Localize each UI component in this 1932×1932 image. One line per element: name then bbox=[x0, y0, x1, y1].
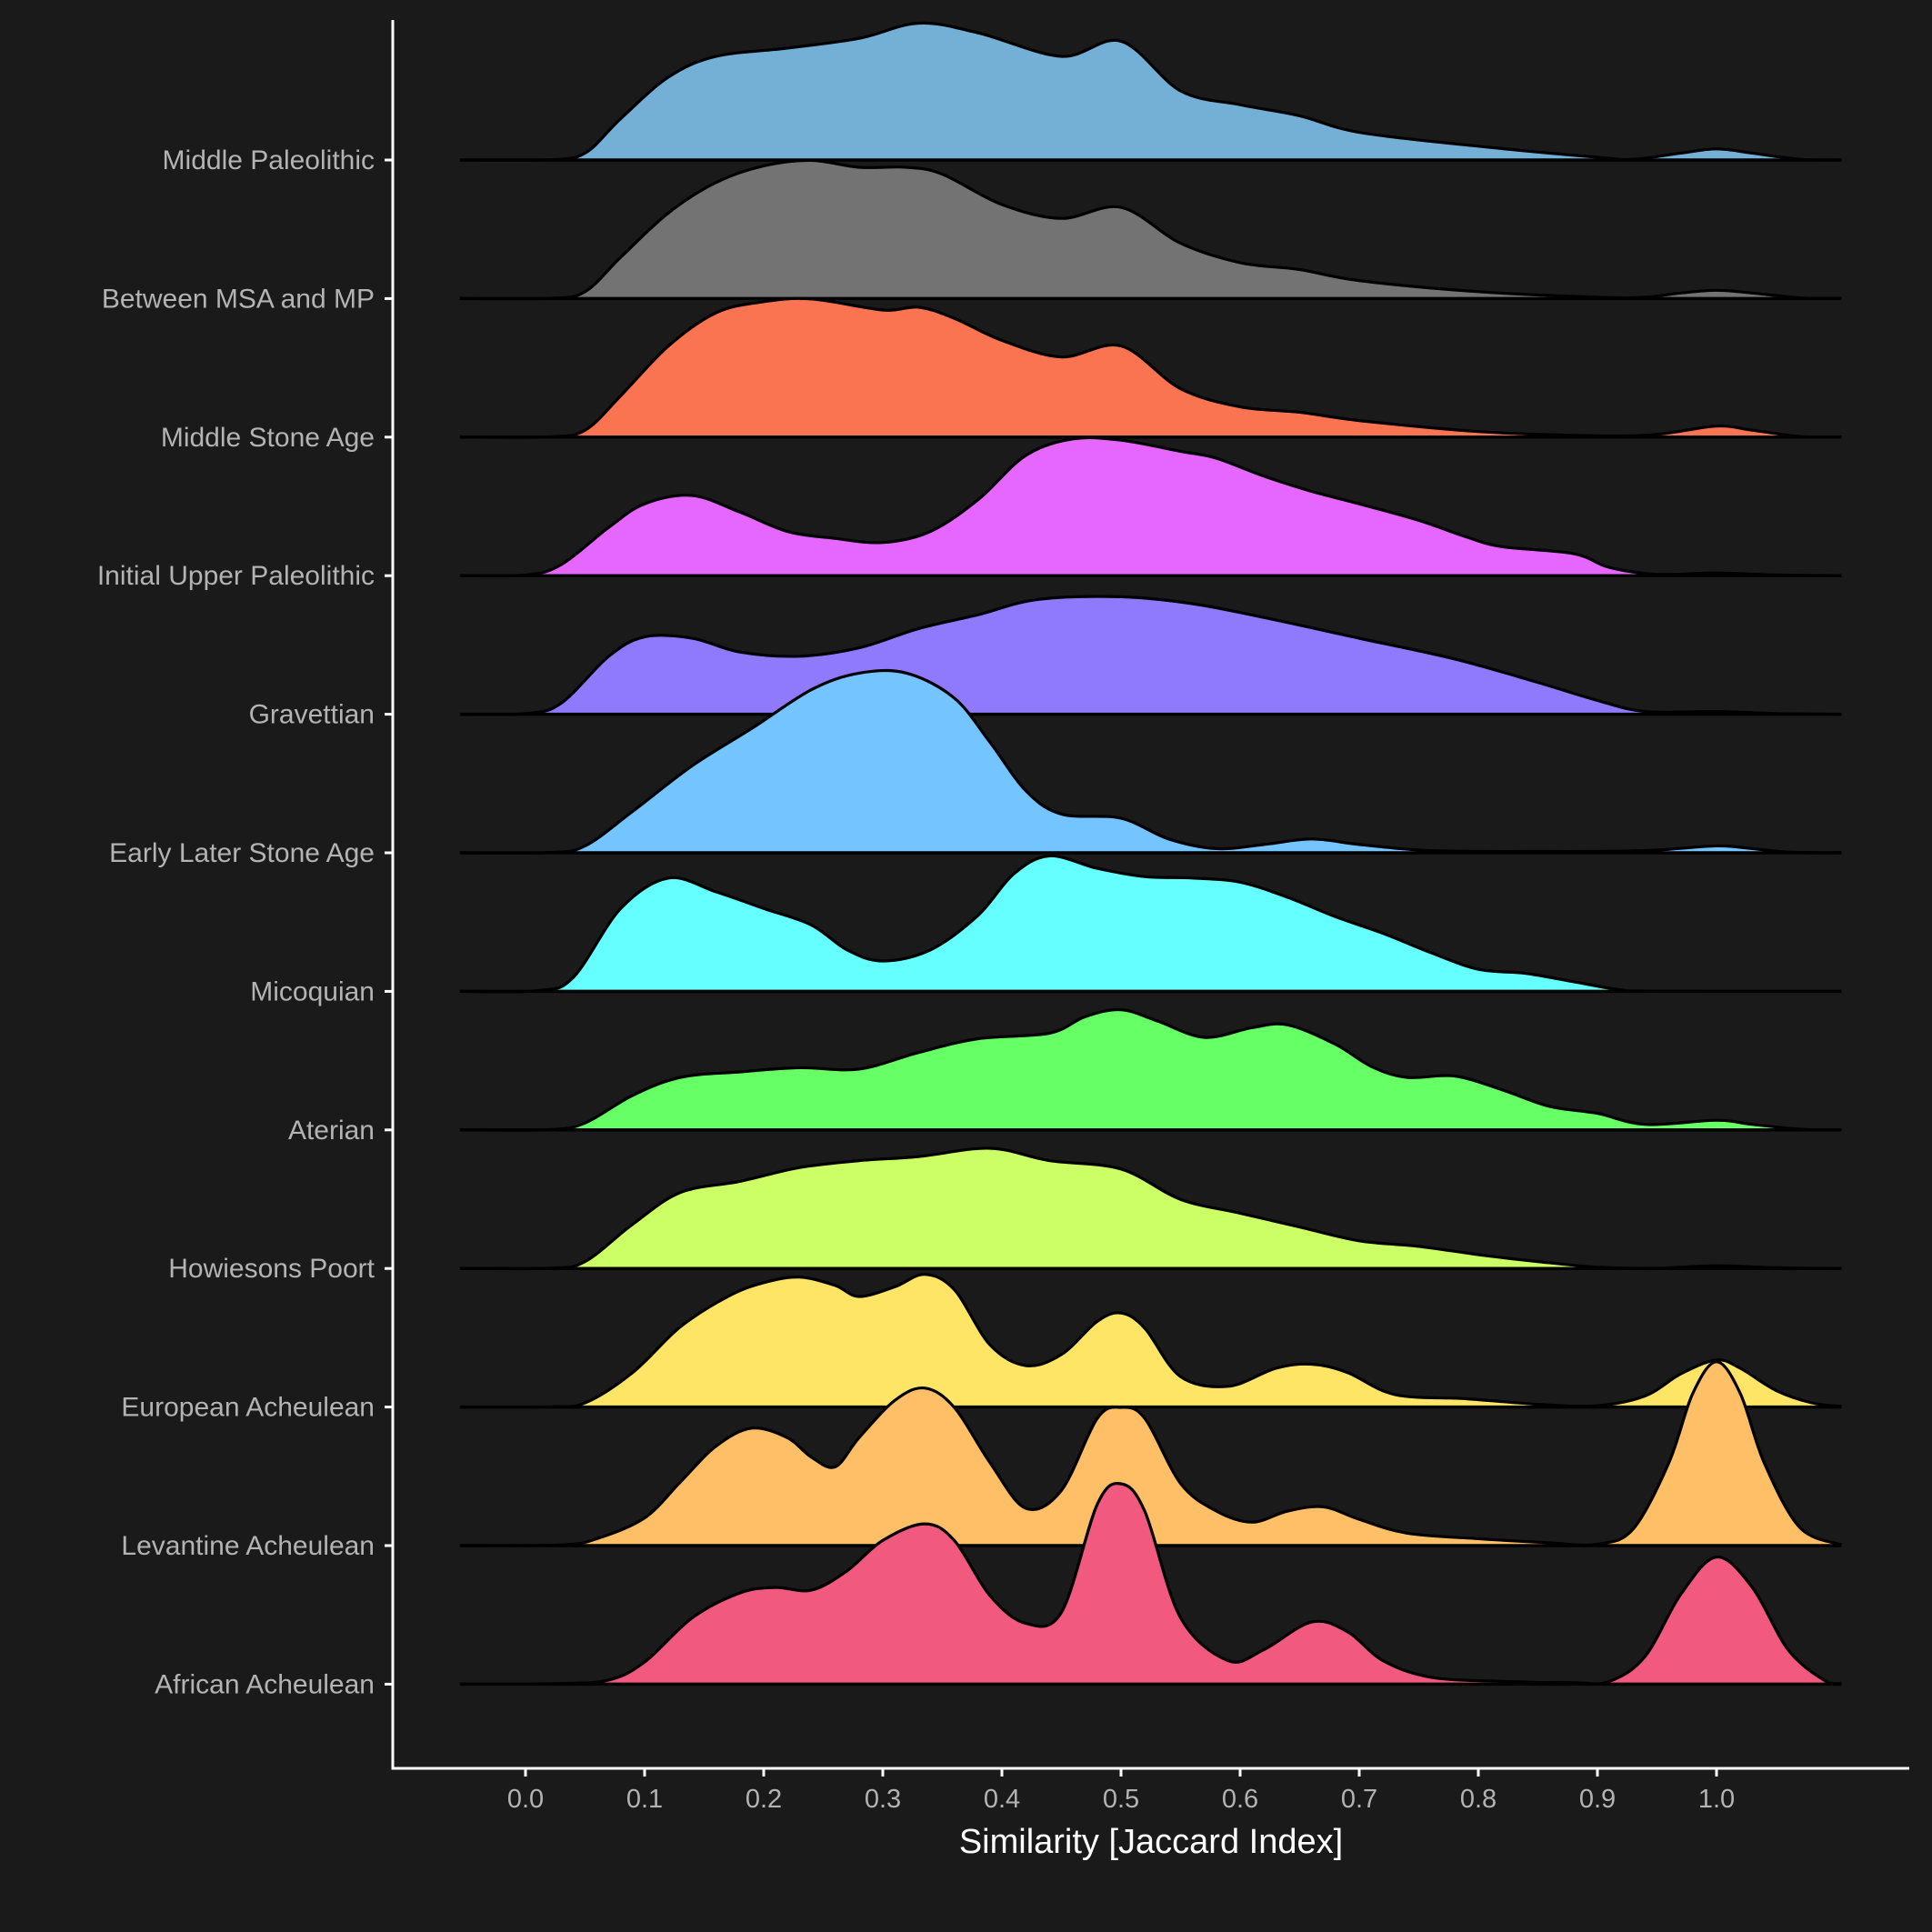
ridge-early-later-stone-age-area bbox=[459, 670, 1842, 854]
x-tick-label-7: 0.7 bbox=[1341, 1785, 1377, 1814]
y-tick-label-early-later-stone-age: Early Later Stone Age bbox=[109, 838, 375, 868]
ridge-middle-paleolithic-outline bbox=[459, 21, 1842, 162]
ridge-micoquian-outline bbox=[459, 854, 1842, 994]
ridge-early-later-stone-age-outline bbox=[459, 668, 1842, 855]
y-tick-label-european-acheulean: European Acheulean bbox=[121, 1393, 375, 1423]
ridge-european-acheulean-area bbox=[459, 1274, 1842, 1407]
ridges-group bbox=[459, 21, 1843, 1687]
y-tick-label-levantine-acheulean: Levantine Acheulean bbox=[121, 1531, 375, 1561]
x-tick-label-5: 0.5 bbox=[1103, 1785, 1139, 1814]
ridge-african-acheulean-outline bbox=[459, 1482, 1842, 1686]
y-tick-label-initial-upper-paleolithic: Initial Upper Paleolithic bbox=[97, 561, 375, 591]
ridge-initial-upper-paleolithic-area bbox=[459, 437, 1842, 576]
ridge-between-msa-and-mp-outline bbox=[459, 158, 1842, 301]
ridge-middle-stone-age-area bbox=[459, 298, 1842, 438]
x-tick-label-0: 0.0 bbox=[507, 1785, 544, 1814]
x-tick-label-9: 0.9 bbox=[1579, 1785, 1616, 1814]
x-tick-label-8: 0.8 bbox=[1460, 1785, 1497, 1814]
y-tick-label-african-acheulean: African Acheulean bbox=[155, 1669, 375, 1699]
x-tick-label-4: 0.4 bbox=[984, 1785, 1020, 1814]
y-tick-label-howiesons-poort: Howiesons Poort bbox=[168, 1254, 375, 1284]
x-axis: 0.0 0.1 0.2 0.3 0.4 0.5 0.6 0.7 0.8 0.9 1.0 bbox=[391, 1767, 1909, 1814]
y-tick-label-middle-stone-age: Middle Stone Age bbox=[161, 423, 375, 453]
ridge-between-msa-and-mp-area bbox=[459, 160, 1842, 299]
x-tick-label-2: 0.2 bbox=[746, 1785, 782, 1814]
ridge-middle-paleolithic-area bbox=[459, 23, 1842, 161]
ridge-aterian-outline bbox=[459, 1007, 1842, 1132]
ridge-european-acheulean-outline bbox=[459, 1273, 1842, 1409]
ridge-howiesons-poort-area bbox=[459, 1147, 1842, 1269]
ridge-middle-stone-age-outline bbox=[459, 296, 1842, 439]
x-tick-label-6: 0.6 bbox=[1222, 1785, 1258, 1814]
y-tick-label-aterian: Aterian bbox=[288, 1116, 375, 1146]
y-tick-label-middle-paleolithic: Middle Paleolithic bbox=[163, 145, 375, 175]
x-tick-label-10: 1.0 bbox=[1698, 1785, 1735, 1814]
y-tick-label-micoquian: Micoquian bbox=[250, 976, 375, 1006]
x-axis-title: Similarity [Jaccard Index] bbox=[959, 1823, 1343, 1861]
ridge-initial-upper-paleolithic-outline bbox=[459, 435, 1842, 578]
ridge-gravettian-area bbox=[459, 596, 1842, 715]
x-tick-label-1: 0.1 bbox=[626, 1785, 663, 1814]
y-tick-label-gravettian: Gravettian bbox=[249, 700, 375, 730]
y-axis: Middle Paleolithic Between MSA and MP Midd… bbox=[97, 20, 395, 1770]
y-tick-label-between-msa-and-mp: Between MSA and MP bbox=[102, 284, 375, 314]
x-tick-label-3: 0.3 bbox=[865, 1785, 901, 1814]
ridge-levantine-acheulean-area bbox=[459, 1361, 1842, 1547]
ridge-gravettian-outline bbox=[459, 595, 1842, 716]
ridge-african-acheulean-area bbox=[459, 1483, 1842, 1685]
ridge-micoquian-area bbox=[459, 856, 1842, 992]
ridge-levantine-acheulean-outline bbox=[459, 1360, 1843, 1547]
ridge-aterian-area bbox=[459, 1009, 1842, 1131]
